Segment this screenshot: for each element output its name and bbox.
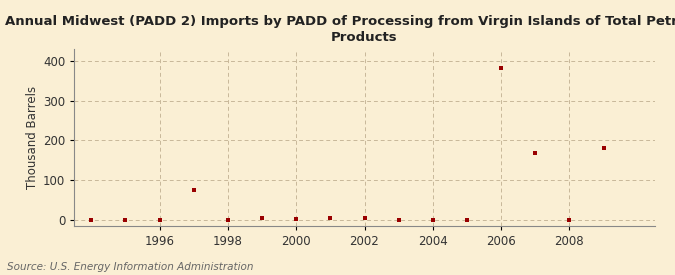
Y-axis label: Thousand Barrels: Thousand Barrels	[26, 86, 38, 189]
Point	[120, 217, 131, 222]
Point	[291, 217, 302, 221]
Point	[394, 217, 404, 222]
Point	[495, 66, 506, 70]
Point	[325, 215, 335, 220]
Point	[564, 217, 575, 222]
Point	[530, 151, 541, 155]
Point	[86, 217, 97, 222]
Point	[223, 217, 234, 222]
Point	[598, 145, 609, 150]
Point	[359, 216, 370, 220]
Point	[462, 217, 472, 222]
Text: Source: U.S. Energy Information Administration: Source: U.S. Energy Information Administ…	[7, 262, 253, 272]
Point	[256, 216, 267, 221]
Point	[427, 217, 438, 222]
Title: Annual Midwest (PADD 2) Imports by PADD of Processing from Virgin Islands of Tot: Annual Midwest (PADD 2) Imports by PADD …	[5, 15, 675, 44]
Point	[154, 217, 165, 222]
Point	[188, 188, 199, 192]
